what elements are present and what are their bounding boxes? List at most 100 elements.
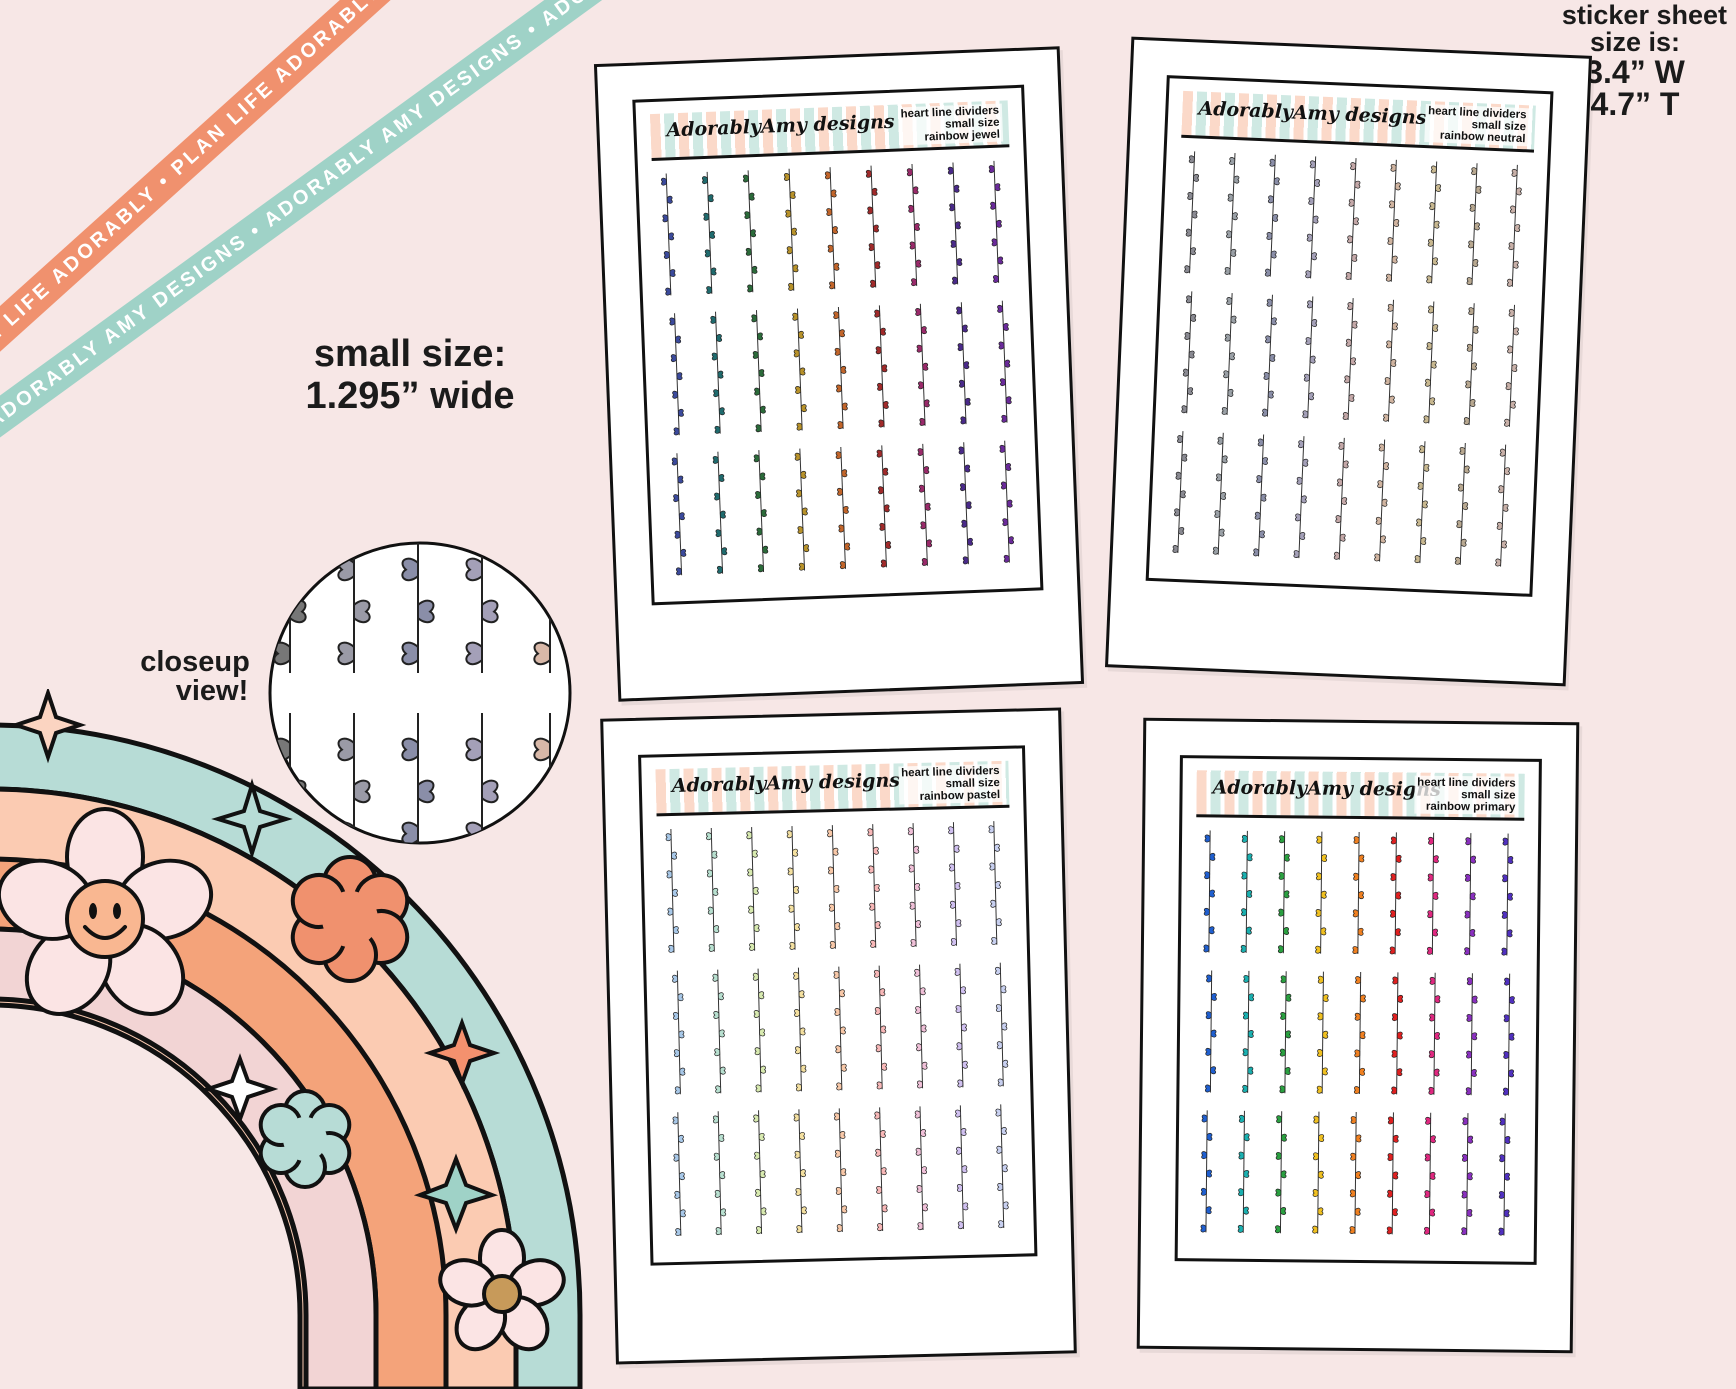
heart-line-divider (1389, 832, 1402, 955)
heart-icon (1390, 836, 1397, 845)
heart-icon (880, 559, 887, 568)
heart-icon (417, 779, 435, 804)
heart-icon (1420, 537, 1427, 545)
heart-icon (915, 1006, 922, 1014)
heart-icon (794, 1150, 801, 1159)
heart-icon (878, 419, 885, 428)
heart-icon (1424, 1190, 1431, 1199)
heart-icon (1459, 447, 1466, 455)
heart-icon (1384, 377, 1391, 385)
heart-icon (1279, 1048, 1286, 1057)
heart-icon (1469, 892, 1476, 901)
heart-icon (798, 990, 805, 999)
heart-icon (1184, 265, 1191, 274)
heart-icon (1210, 1066, 1217, 1075)
heart-icon (713, 389, 720, 398)
heart-line-divider (1498, 1113, 1511, 1236)
heart-icon (1417, 481, 1424, 490)
heart-line-divider (1184, 151, 1200, 274)
heart-icon (1206, 974, 1212, 983)
heart-icon (954, 221, 961, 230)
sparkle-star-icon (423, 1017, 501, 1089)
heart-icon (913, 223, 920, 231)
heart-icon (1298, 440, 1305, 449)
heart-icon (673, 427, 680, 436)
heart-icon (1426, 275, 1433, 284)
heart-icon (1210, 1029, 1217, 1038)
heart-icon (839, 1026, 846, 1035)
heart-icon (533, 557, 551, 582)
heart-icon (1380, 535, 1386, 544)
heart-icon (995, 219, 1002, 228)
sticker-sheet: AdorablyAmy designs heart line dividers … (1174, 755, 1542, 1265)
small-size-width: 1.295” wide (305, 375, 515, 417)
heart-icon (1498, 1191, 1505, 1199)
heart-icon (1320, 890, 1327, 899)
heart-icon (753, 924, 760, 932)
heart-icon (916, 1185, 923, 1193)
heart-icon (759, 472, 766, 481)
heart-icon (1360, 994, 1366, 1003)
heart-icon (1350, 1152, 1357, 1161)
heart-icon (1305, 270, 1312, 279)
heart-line-divider (874, 1107, 888, 1231)
heart-icon (1285, 1030, 1291, 1039)
heart-icon (679, 1209, 686, 1218)
heart-line-divider (1253, 434, 1268, 557)
heart-icon (1002, 323, 1009, 331)
heart-icon (1472, 325, 1479, 334)
heart-icon (1508, 1032, 1515, 1041)
heart-icon (1308, 392, 1315, 401)
heart-icon (1008, 536, 1015, 545)
heart-icon (1315, 872, 1322, 881)
heart-icon (1385, 273, 1392, 282)
heart-icon (1347, 235, 1354, 244)
heart-icon (756, 527, 763, 536)
heart-icon (760, 1207, 767, 1216)
heart-icon (1349, 1189, 1356, 1198)
heart-icon (1464, 910, 1471, 919)
heart-icon (915, 1147, 922, 1156)
coral-flower-icon (290, 855, 410, 983)
heart-line-divider (712, 1111, 727, 1235)
heart-icon (673, 1153, 680, 1162)
heart-icon (1354, 1012, 1361, 1021)
heart-icon (718, 407, 725, 416)
heart-icon (994, 881, 1001, 889)
heart-icon (1499, 1154, 1506, 1163)
heart-icon (715, 1085, 722, 1094)
heart-icon (1428, 1087, 1435, 1095)
heart-icon (1390, 163, 1397, 172)
heart-icon (1317, 1049, 1323, 1057)
heart-icon (1387, 1153, 1394, 1161)
heart-icon (1001, 1164, 1008, 1173)
heart-icon (800, 1206, 807, 1215)
heart-icon (961, 1165, 968, 1174)
heart-icon (1308, 197, 1315, 205)
heart-icon (1226, 230, 1233, 239)
heart-icon (1354, 1049, 1361, 1058)
heart-icon (1501, 540, 1507, 549)
heart-icon (957, 1079, 964, 1088)
heart-icon (795, 1083, 802, 1092)
heart-icon (721, 547, 728, 556)
heart-icon (1351, 320, 1358, 329)
heart-icon (1277, 945, 1284, 954)
sheet-variant: rainbow primary (1425, 800, 1516, 814)
heart-icon (1377, 480, 1384, 489)
heart-icon (872, 846, 879, 855)
heart-icon (1278, 908, 1285, 917)
heart-icon (835, 1045, 842, 1054)
heart-icon (997, 256, 1004, 265)
heart-icon (533, 641, 551, 666)
heart-icon (1302, 410, 1309, 419)
heart-icon (1283, 927, 1290, 935)
heart-icon (923, 466, 930, 474)
heart-icon (1187, 192, 1194, 200)
heart-icon (1419, 445, 1426, 454)
heart-icon (701, 176, 708, 184)
heart-line-divider (1428, 972, 1441, 1095)
heart-icon (885, 541, 892, 549)
heart-icon (1230, 249, 1237, 257)
heart-icon (1499, 448, 1506, 457)
